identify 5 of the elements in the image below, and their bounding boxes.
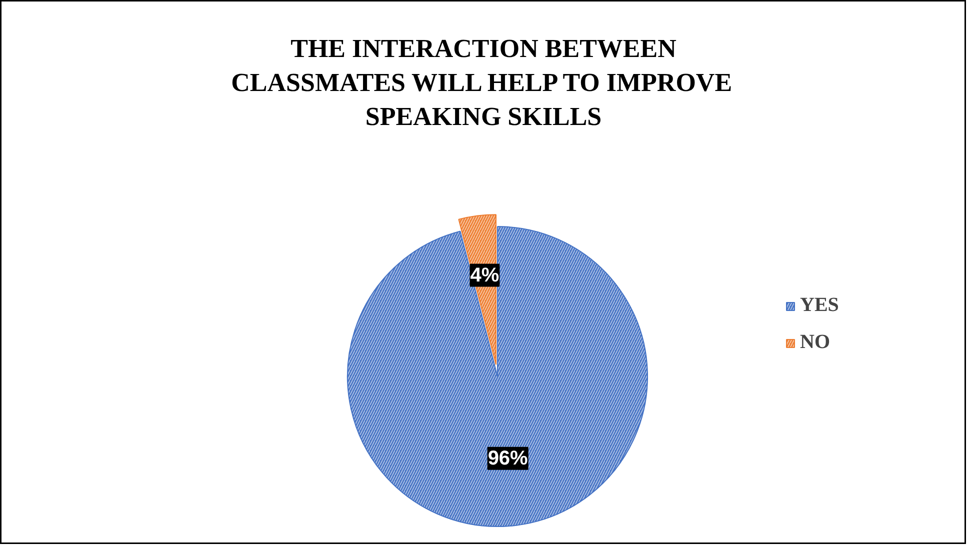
legend-label: YES <box>800 294 839 317</box>
data-label: 4% <box>470 264 500 286</box>
data-label: 96% <box>488 447 528 470</box>
legend-label: NO <box>800 331 830 354</box>
chart-title: THE INTERACTION BETWEEN CLASSMATES WILL HELP TO IMPROVE SPEAKING SKILLS <box>231 34 732 131</box>
